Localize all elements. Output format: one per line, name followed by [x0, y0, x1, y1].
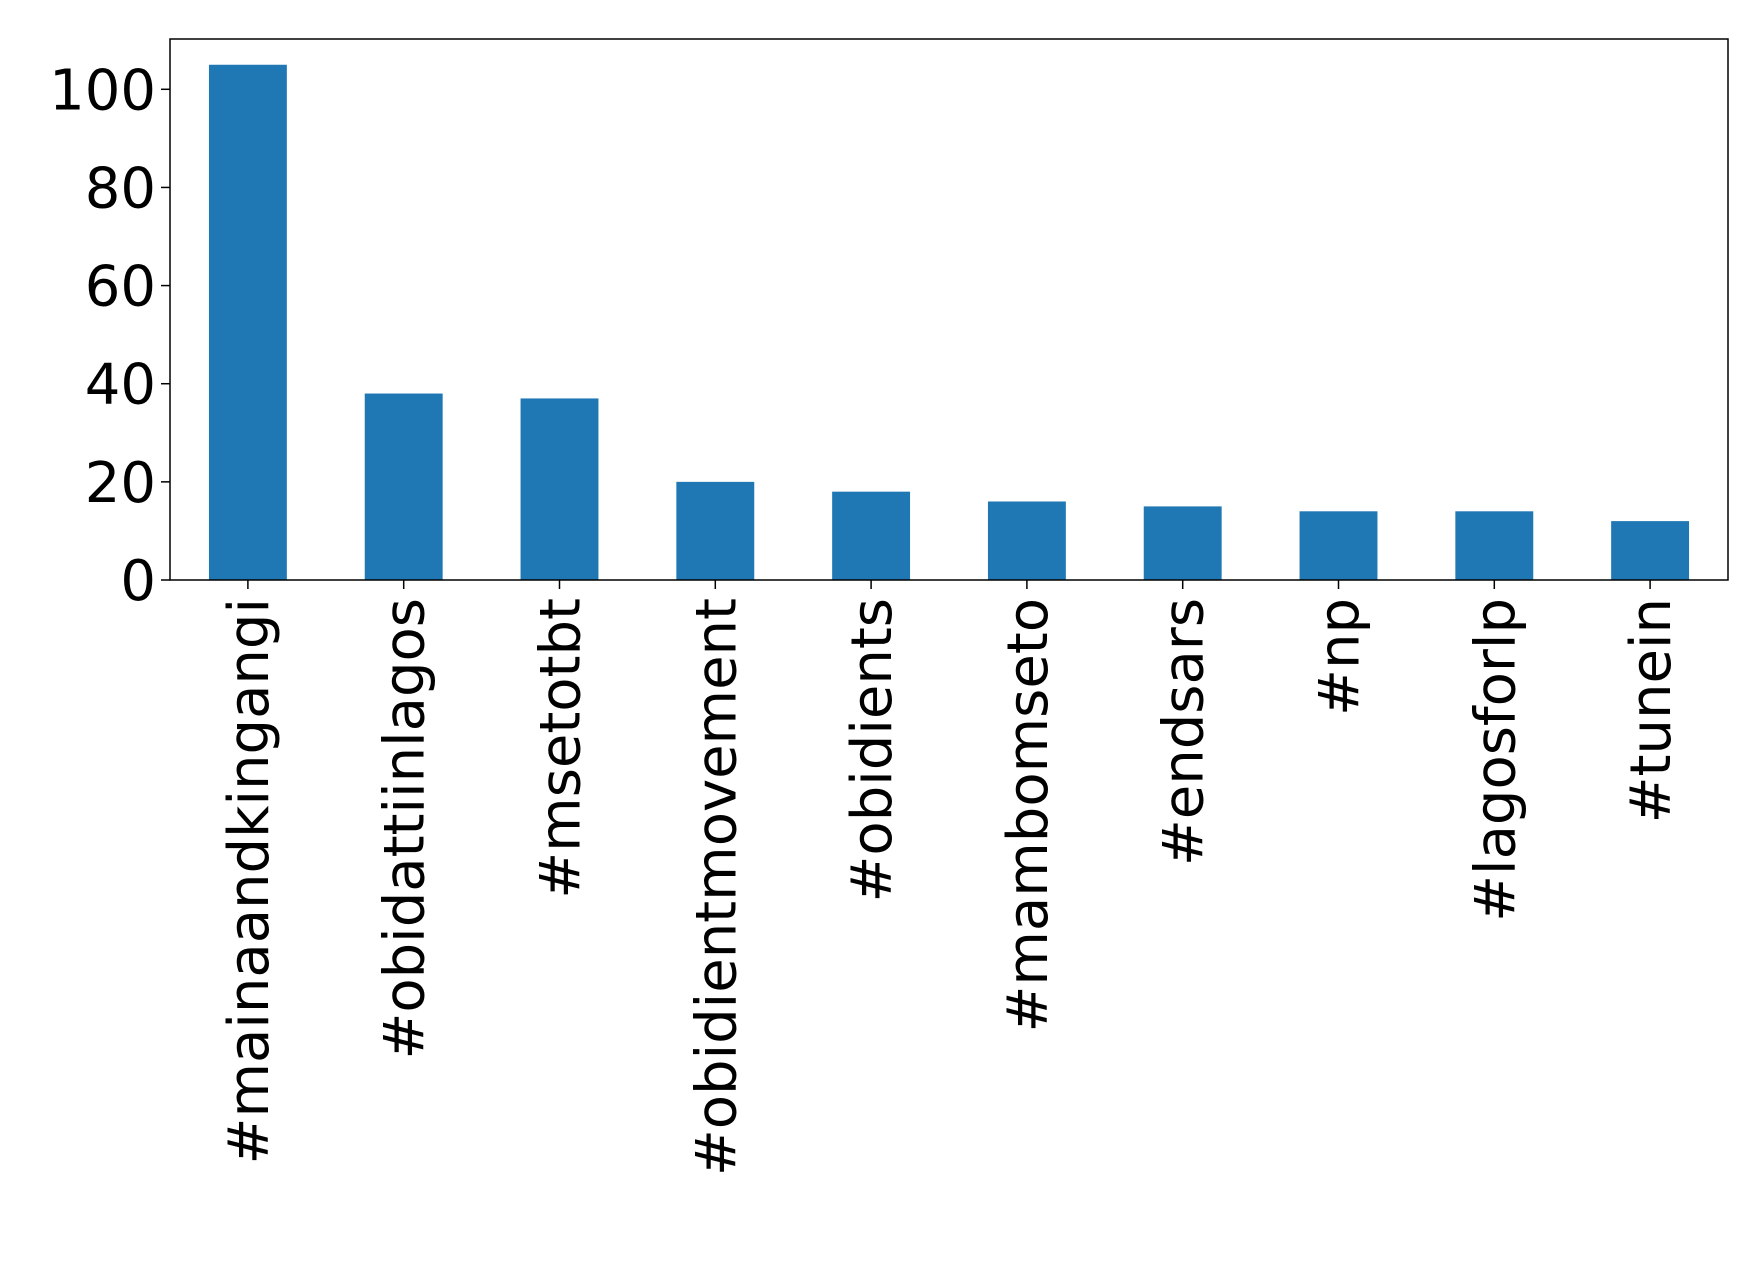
bar — [520, 398, 599, 580]
x-tick-label: #np — [1308, 598, 1373, 716]
x-tick-label: #obidientmovement — [684, 598, 749, 1176]
bar — [1611, 521, 1690, 580]
y-tick-label: 100 — [49, 58, 156, 123]
bar — [1299, 511, 1378, 580]
bar — [676, 481, 755, 580]
x-tick-label: #obidattiinlagos — [373, 598, 438, 1060]
bar — [1143, 506, 1222, 580]
y-tick-label: 20 — [85, 451, 156, 516]
plot-frame — [169, 38, 1729, 581]
x-tick-label: #mambomseto — [996, 598, 1061, 1033]
y-tick-label: 0 — [120, 549, 156, 614]
bar — [987, 501, 1066, 580]
x-tick-label: #tunein — [1619, 598, 1684, 823]
x-tick-label: #msetotbt — [529, 598, 594, 899]
x-tick-label: #obidients — [840, 598, 905, 902]
y-tick-label: 40 — [85, 353, 156, 418]
x-tick-label: #lagosforlp — [1463, 598, 1528, 922]
bar — [208, 64, 287, 580]
y-tick-label: 60 — [85, 255, 156, 320]
bar — [1455, 511, 1534, 580]
bar — [832, 491, 911, 580]
x-tick-label: #mainaandkingangi — [217, 598, 282, 1164]
x-tick-label: #endsars — [1152, 598, 1217, 866]
bar — [364, 393, 443, 580]
y-tick-label: 80 — [85, 156, 156, 221]
